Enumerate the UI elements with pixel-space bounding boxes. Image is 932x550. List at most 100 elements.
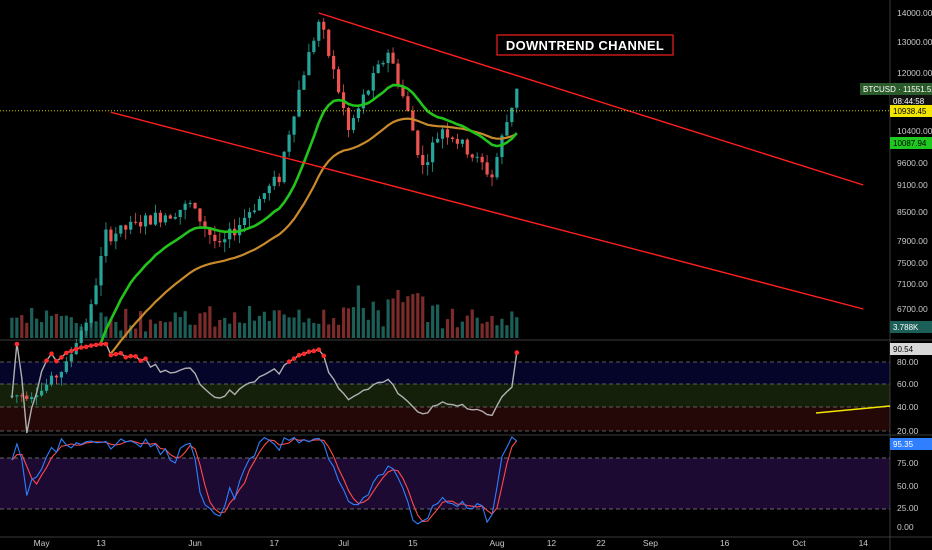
price-axis-label: 7500.00 — [897, 258, 928, 268]
price-axis-label: 13000.00 — [897, 37, 932, 47]
rsi-overbought-marker — [123, 354, 129, 360]
volume-bar — [297, 309, 301, 338]
rsi-tag: 90.54 — [893, 345, 914, 354]
volume-bar — [436, 304, 440, 338]
volume-bar — [99, 312, 103, 338]
candle-down — [332, 55, 336, 70]
price-level-tag: 10938.45 — [893, 107, 927, 116]
candle-up — [178, 209, 182, 218]
candle-up — [272, 176, 276, 186]
candle-up — [252, 210, 257, 213]
volume-bar — [15, 317, 19, 338]
candle-up — [282, 151, 286, 183]
volume-bar — [455, 327, 459, 338]
rsi-overbought-marker — [98, 341, 104, 347]
candle-down — [198, 208, 202, 222]
volume-bar — [257, 315, 261, 338]
volume-bar — [233, 312, 237, 338]
candle-up — [163, 215, 167, 223]
candle-down — [391, 52, 395, 64]
candle-up — [371, 72, 375, 91]
rsi-overbought-marker — [291, 356, 297, 361]
candle-down — [158, 212, 162, 223]
rsi-overbought-marker — [64, 350, 69, 356]
volume-bar — [381, 326, 385, 338]
volume-bar — [168, 321, 172, 338]
volume-bar — [158, 320, 162, 338]
volume-bar — [193, 324, 197, 338]
rsi-overbought-marker — [296, 352, 302, 358]
volume-bar — [431, 305, 435, 338]
volume-bar — [445, 319, 450, 338]
time-axis-label: 15 — [408, 538, 418, 548]
candle-down — [193, 202, 197, 209]
candle-down — [277, 176, 281, 183]
volume-bar — [267, 321, 271, 338]
volume-bar — [114, 321, 118, 338]
rsi-overbought-marker — [321, 353, 327, 359]
candle-up — [30, 396, 34, 400]
candle-up — [366, 90, 370, 95]
countdown-tag-bg — [890, 95, 932, 107]
price-level-tag-bg — [890, 105, 932, 117]
volume-bar — [119, 330, 123, 338]
stoch-axis-label: 75.00 — [897, 458, 919, 468]
volume-bar — [356, 285, 360, 338]
price-axis-label: 14000.00 — [897, 8, 932, 18]
stoch-k-line — [11, 436, 518, 525]
candle-down — [208, 228, 212, 235]
candle-up — [361, 94, 365, 109]
price-axis-label: 7100.00 — [897, 279, 928, 289]
volume-bar — [183, 311, 187, 338]
volume-bar — [54, 313, 59, 338]
volume-bar — [411, 294, 415, 338]
symbol-label: BTCUSD · 11551.52 — [863, 85, 932, 94]
time-axis-label: 12 — [547, 538, 557, 548]
candle-up — [381, 62, 385, 65]
time-axis-label: 16 — [720, 538, 730, 548]
volume-bar — [178, 317, 182, 338]
candle-down — [490, 174, 494, 178]
candle-up — [129, 221, 133, 230]
volume-bar — [228, 323, 232, 338]
stoch-tag: 95.35 — [893, 440, 914, 449]
candle-up — [49, 375, 54, 385]
stoch-axis-label: 0.00 — [897, 522, 914, 532]
time-axis-label: 14 — [859, 538, 869, 548]
volume-bar — [25, 322, 29, 338]
rsi-overbought-marker — [108, 352, 114, 358]
candle-down — [416, 130, 420, 155]
rsi-trend-line — [815, 405, 891, 414]
candle-down — [401, 85, 405, 97]
candle-up — [79, 330, 83, 344]
candle-up — [505, 122, 509, 136]
volume-bar — [148, 319, 153, 338]
volume-bar — [287, 317, 291, 338]
candle-up — [460, 139, 464, 144]
countdown-tag: 08:44:58 — [893, 97, 925, 106]
volume-bar — [139, 311, 143, 338]
candle-down — [455, 138, 459, 144]
rsi-overbought-marker — [113, 351, 119, 357]
volume-bar — [406, 296, 410, 338]
candle-up — [257, 198, 261, 211]
price-axis-label: 12000.00 — [897, 68, 932, 78]
volume-bar — [346, 308, 351, 338]
volume-bar — [238, 322, 242, 338]
symbol-label-bg — [860, 83, 890, 95]
price-axis-label: 9600.00 — [897, 158, 928, 168]
candle-up — [376, 64, 380, 73]
candle-down — [465, 139, 469, 155]
volume-bar — [30, 307, 34, 338]
candle-down — [54, 375, 59, 378]
volume-tag-bg — [890, 321, 932, 333]
volume-bar — [35, 318, 39, 338]
candle-up — [40, 390, 44, 396]
volume-bar — [337, 324, 341, 338]
volume-bar — [124, 308, 128, 338]
volume-bar — [218, 319, 222, 338]
candle-up — [104, 229, 108, 257]
volume-bar — [247, 305, 252, 338]
rsi-overbought-marker — [286, 359, 292, 364]
